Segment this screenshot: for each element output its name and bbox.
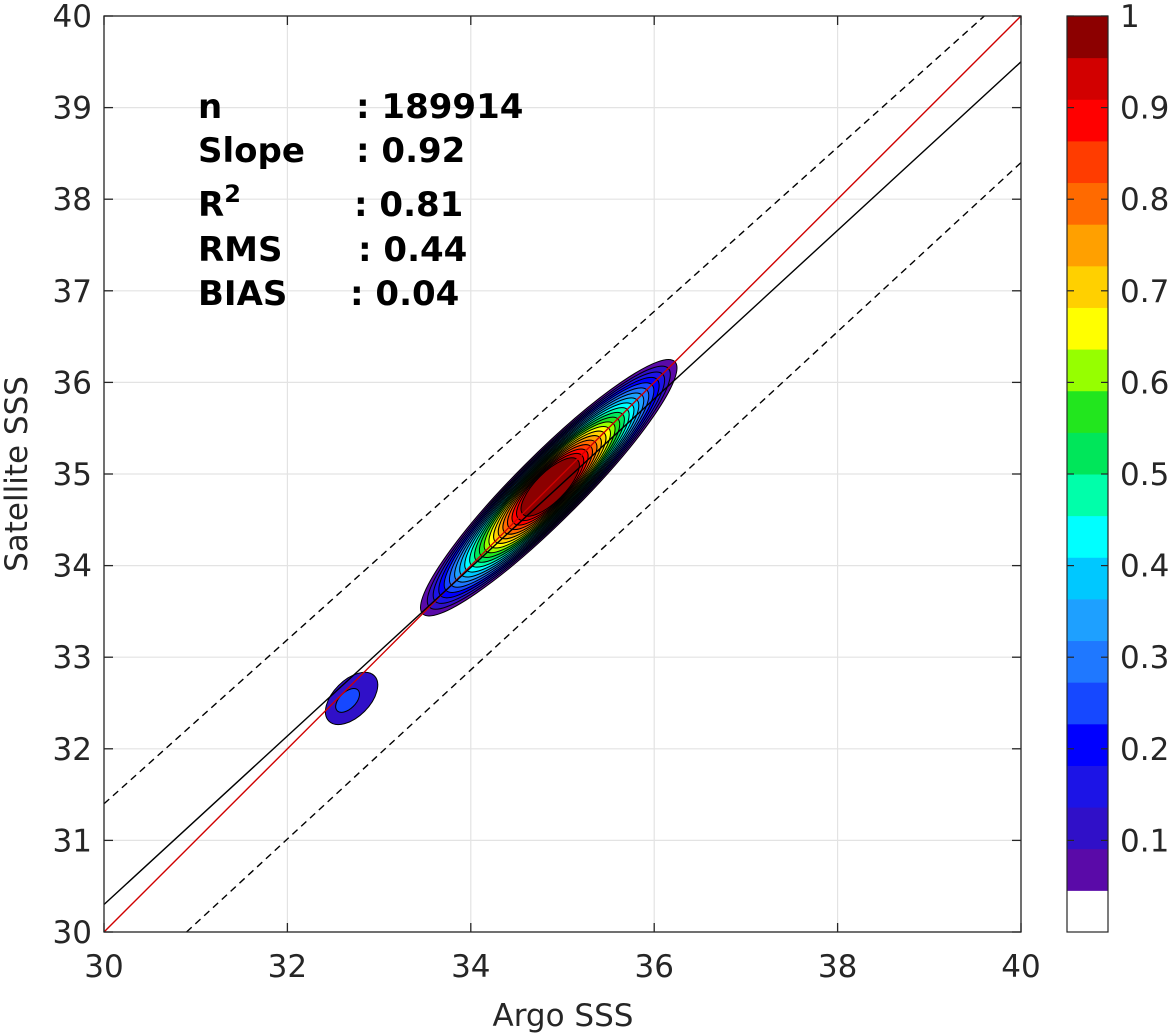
y-tick-label: 35 (53, 457, 92, 493)
colorbar-tick-label: 1 (1120, 0, 1140, 35)
x-axis-ticks: 30 32 34 36 38 40 (84, 16, 1041, 985)
stat-bias-label: BIAS (198, 274, 287, 314)
colorbar-tick-label: 0.4 (1120, 549, 1169, 585)
colorbar-tick-label: 0.1 (1120, 823, 1169, 859)
x-tick-label: 38 (818, 949, 857, 985)
colorbar-band (1067, 598, 1108, 642)
y-axis-label: Satellite SSS (0, 376, 35, 572)
reference-lines (103, 15, 1022, 933)
colorbar-band (1067, 224, 1108, 267)
stat-bias-value: : 0.04 (350, 274, 459, 314)
regression-line (103, 61, 1022, 906)
colorbar-band (1067, 765, 1108, 808)
stat-r2-letter: R (198, 185, 224, 225)
y-tick-label: 39 (53, 91, 92, 127)
stats-box: n : 189914 Slope : 0.92 R2 : 0.81 RMS : … (198, 87, 523, 314)
x-axis-label: Argo SSS (493, 998, 634, 1034)
lower-bound-line (186, 162, 1022, 933)
colorbar-tick-label: 0.9 (1120, 91, 1169, 127)
colorbar: 0.1 0.2 0.3 0.4 0.5 0.6 0.7 0.8 0.9 1 (1066, 0, 1169, 933)
colorbar-tick-label: 0.6 (1120, 365, 1169, 401)
colorbar-band (1067, 390, 1108, 433)
colorbar-band (1067, 807, 1108, 850)
colorbar-band (1067, 349, 1108, 392)
colorbar-tick-label: 0.2 (1120, 732, 1169, 768)
x-tick-label: 30 (84, 949, 123, 985)
colorbar-tick-label: 0.7 (1120, 274, 1169, 310)
y-tick-label: 36 (53, 365, 92, 401)
stat-r2-label: R2 (198, 180, 241, 225)
colorbar-band (1067, 57, 1108, 100)
colorbar-band (1067, 557, 1108, 600)
colorbar-band (1067, 99, 1108, 142)
y-tick-label: 33 (53, 640, 92, 676)
stat-slope-label: Slope (198, 131, 305, 171)
colorbar-tick-label: 0.8 (1120, 182, 1169, 218)
y-tick-label: 38 (53, 182, 92, 218)
x-tick-label: 36 (634, 949, 673, 985)
stat-r2-value: : 0.81 (354, 185, 463, 225)
colorbar-band (1067, 515, 1108, 558)
y-axis-ticks: 30 31 32 33 34 35 36 37 38 39 40 (53, 0, 1021, 951)
colorbar-band (1067, 890, 1108, 933)
grid-lines (103, 15, 1022, 933)
colorbar-band (1067, 307, 1108, 350)
one-to-one-line (103, 15, 1022, 933)
upper-bound-line (103, 15, 985, 805)
colorbar-band (1067, 640, 1108, 683)
colorbar-band (1067, 432, 1108, 475)
colorbar-band (1067, 182, 1108, 225)
y-tick-label: 30 (53, 915, 92, 951)
colorbar-band (1067, 474, 1108, 517)
colorbar-band (1067, 265, 1108, 308)
colorbar-band (1067, 723, 1108, 766)
stat-rms-label: RMS (198, 230, 283, 270)
colorbar-band (1067, 16, 1108, 59)
y-tick-label: 34 (53, 549, 92, 585)
stat-r2-superscript: 2 (224, 180, 241, 208)
x-tick-label: 40 (1001, 949, 1040, 985)
x-tick-label: 32 (268, 949, 307, 985)
stat-n-value: : 189914 (356, 87, 523, 127)
x-tick-label: 34 (451, 949, 490, 985)
colorbar-band (1067, 848, 1108, 891)
stat-slope-value: : 0.92 (356, 131, 465, 171)
stat-n-label: n (198, 87, 222, 127)
colorbar-band (1067, 140, 1108, 184)
colorbar-band (1067, 682, 1108, 725)
y-tick-label: 40 (53, 0, 92, 35)
y-tick-label: 37 (53, 274, 92, 310)
y-tick-label: 32 (53, 732, 92, 768)
stat-rms-value: : 0.44 (358, 230, 467, 270)
colorbar-tick-label: 0.5 (1120, 457, 1169, 493)
y-tick-label: 31 (53, 823, 92, 859)
colorbar-tick-label: 0.3 (1120, 640, 1169, 676)
